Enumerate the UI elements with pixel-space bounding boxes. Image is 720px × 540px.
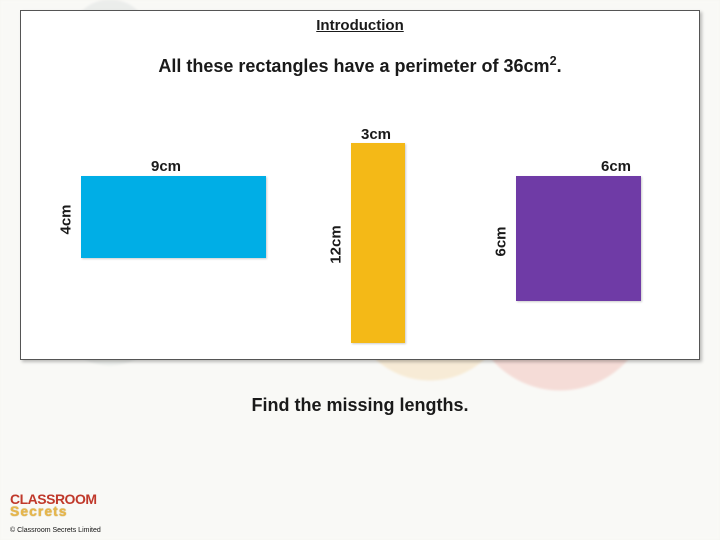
copyright-text: © Classroom Secrets Limited [10, 527, 101, 534]
dim-a-height: 4cm [58, 204, 75, 234]
rectangle-a [81, 176, 266, 258]
rectangle-c [516, 176, 641, 301]
question-prompt: Find the missing lengths. [0, 395, 720, 416]
dim-c-height: 6cm [493, 226, 510, 256]
dim-b-height: 12cm [328, 225, 345, 263]
brand-logo: CLASSROOM Secrets [10, 493, 97, 518]
figure-area: 9cm 4cm 3cm 12cm 6cm 6cm [21, 11, 699, 359]
logo-line2: Secrets [10, 505, 97, 518]
dim-a-width: 9cm [151, 158, 181, 175]
content-card: Introduction All these rectangles have a… [20, 10, 700, 360]
dim-b-width: 3cm [361, 126, 391, 143]
dim-c-width: 6cm [601, 158, 631, 175]
rectangle-b [351, 143, 405, 343]
